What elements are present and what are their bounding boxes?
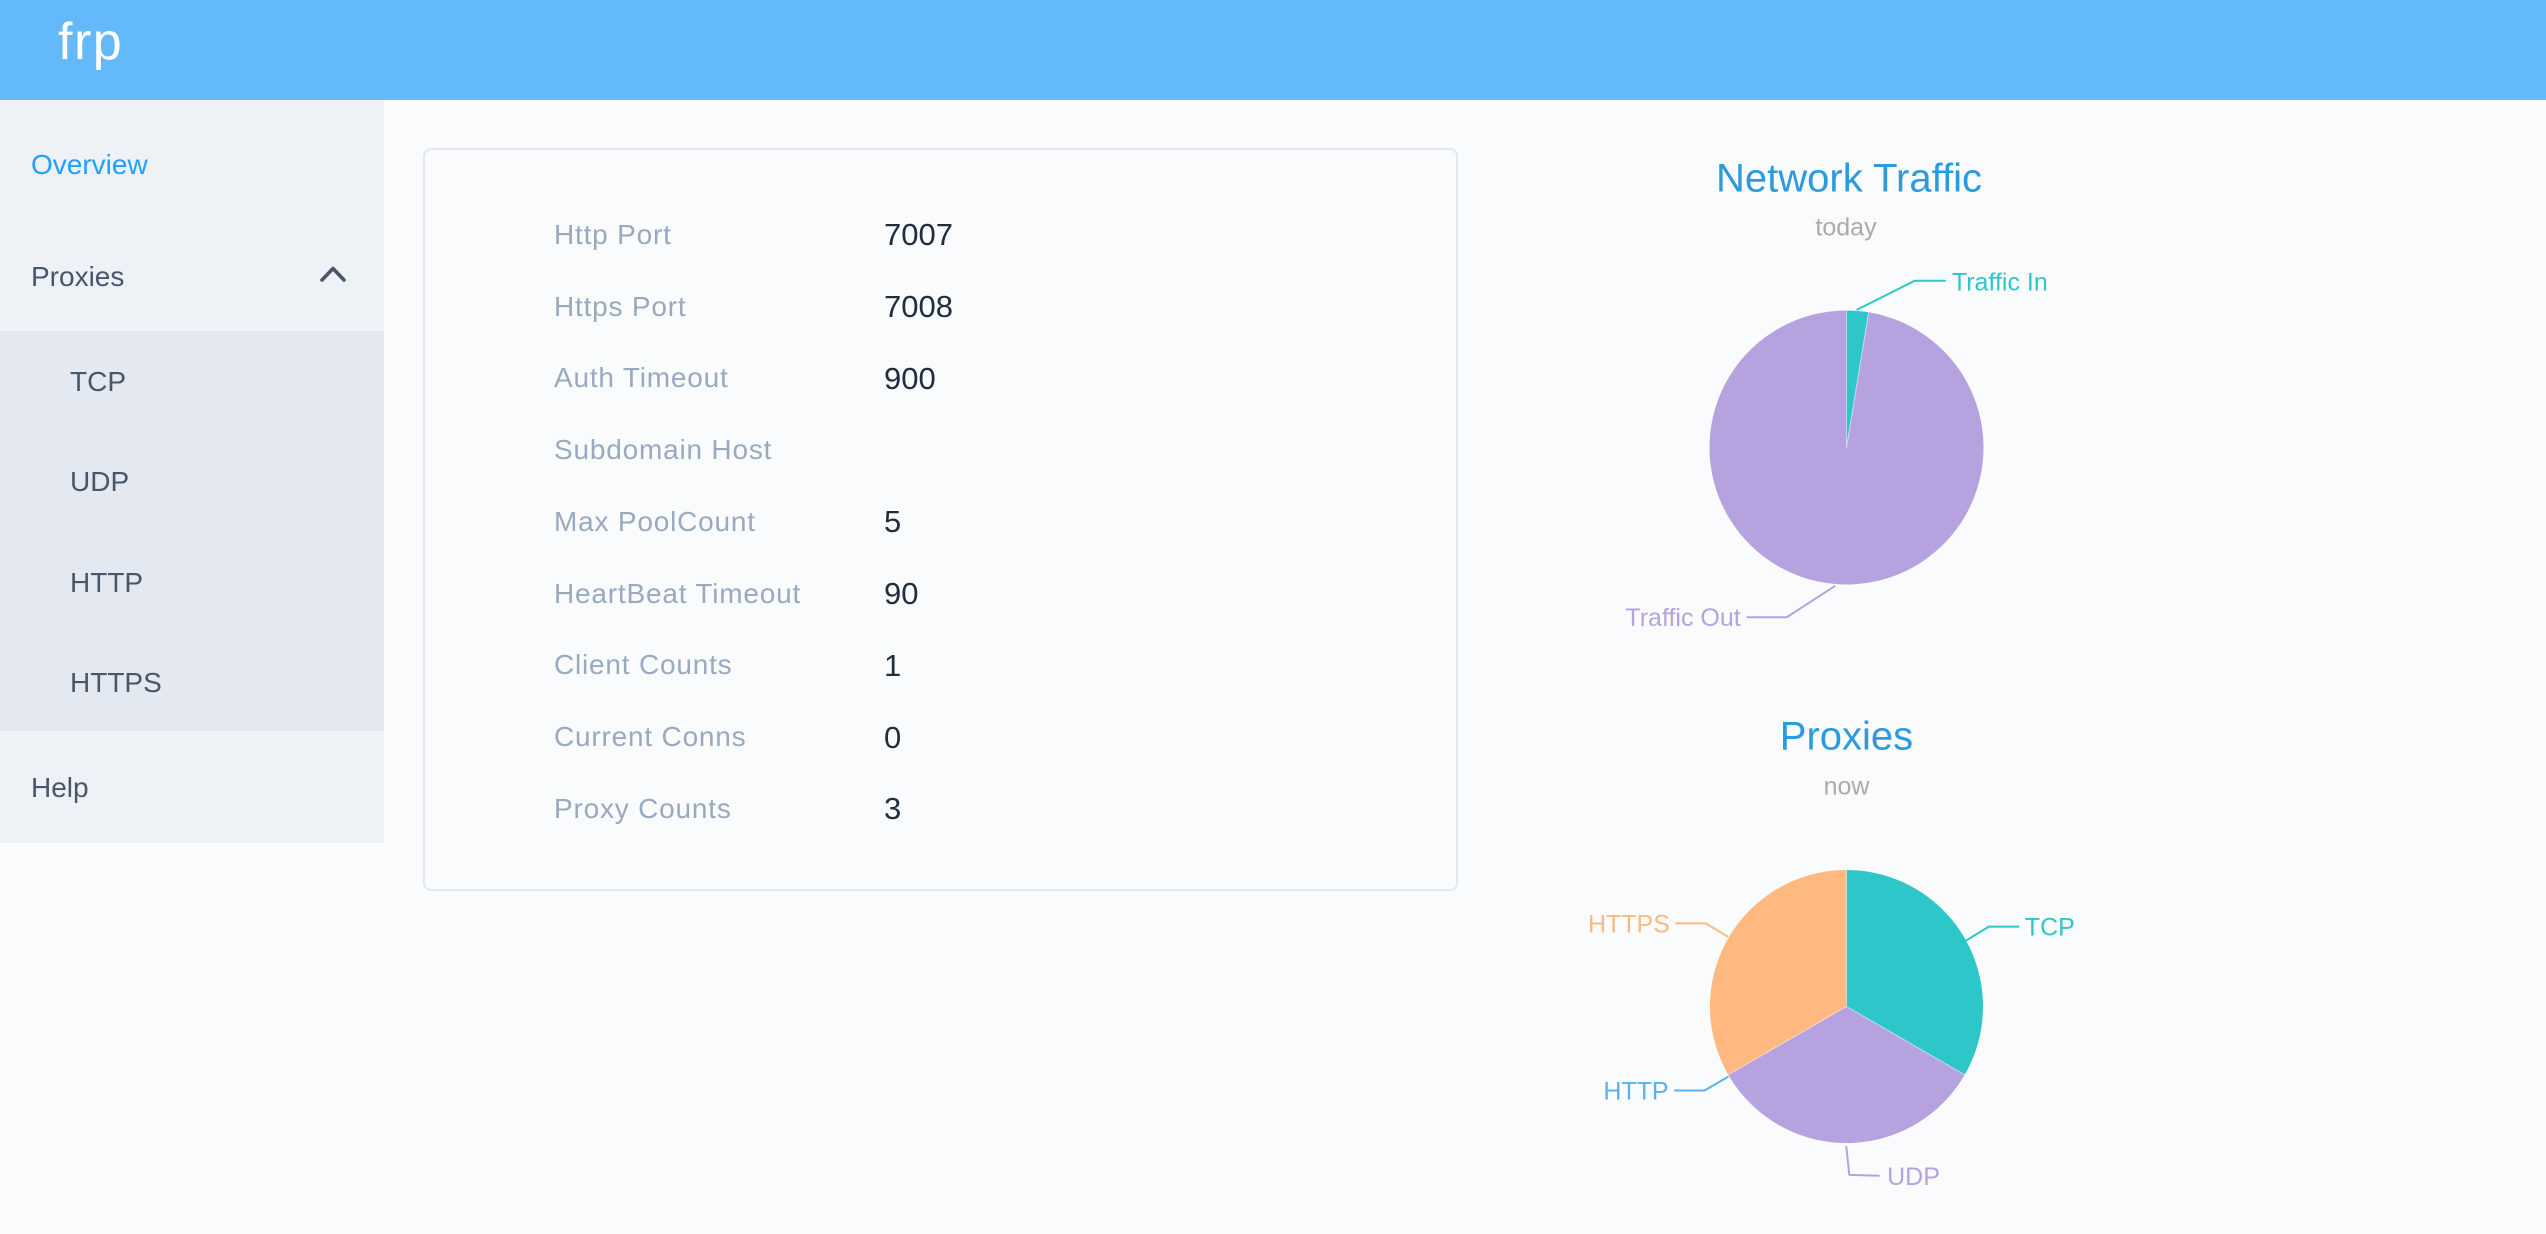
svg-text:Network Traffic: Network Traffic <box>1716 156 1982 200</box>
svg-text:today: today <box>1815 214 1877 242</box>
svg-text:now: now <box>1824 773 1871 801</box>
svg-text:UDP: UDP <box>1887 1163 1940 1191</box>
svg-text:Traffic In: Traffic In <box>1952 269 2048 297</box>
svg-text:HTTPS: HTTPS <box>1588 911 1670 939</box>
svg-text:Proxies: Proxies <box>1780 715 1913 759</box>
svg-text:Traffic Out: Traffic Out <box>1625 604 1740 632</box>
svg-text:TCP: TCP <box>2025 914 2075 942</box>
svg-text:HTTP: HTTP <box>1603 1078 1668 1106</box>
